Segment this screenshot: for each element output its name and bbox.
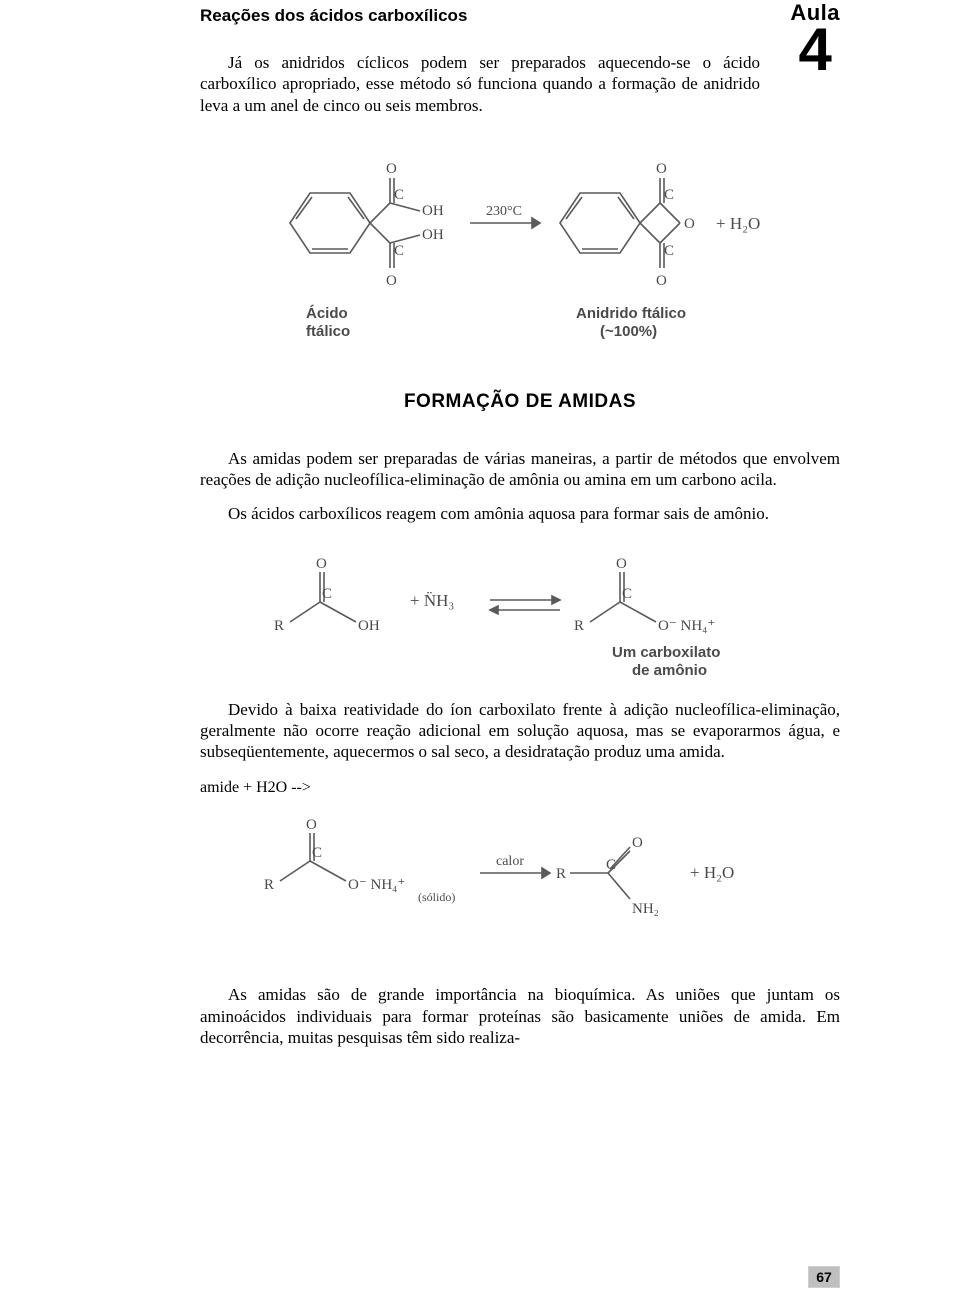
atom-label: C — [322, 586, 332, 602]
arrow-label: calor — [496, 854, 524, 869]
atom-label: O — [616, 556, 627, 572]
molecule-name: ftálico — [306, 323, 350, 340]
atom-label: O — [386, 273, 397, 289]
molecule-name: de amônio — [632, 662, 707, 679]
atom-label: C — [606, 857, 616, 873]
paragraph: Os ácidos carboxílicos reagem com amônia… — [200, 503, 840, 524]
aula-block: Aula 4 — [790, 2, 840, 80]
state-label: (sólido) — [418, 890, 455, 904]
atom-label: C — [664, 187, 674, 203]
atom-label: OH — [422, 227, 444, 243]
reagent-label: + N̈H₃ — [410, 591, 454, 610]
molecule-name: Ácido — [306, 305, 348, 322]
atom-label: OH — [358, 618, 380, 634]
byproduct-label: + H₂O — [690, 863, 734, 882]
paragraph: As amidas são de grande importância na b… — [200, 984, 840, 1048]
atom-label: O — [316, 556, 327, 572]
paragraph: As amidas podem ser preparadas de várias… — [200, 448, 840, 491]
figure-carboxylate: R O C OH + N̈H₃ R O C O⁻ NH₄⁺ Um carbo — [260, 542, 780, 682]
molecule-name: (~100%) — [600, 323, 657, 340]
atom-label: C — [394, 187, 404, 203]
section-heading: FORMAÇÃO DE AMIDAS — [200, 391, 840, 413]
atom-label: O — [386, 161, 397, 177]
paragraph: Já os anidridos cíclicos podem ser prepa… — [200, 52, 840, 116]
figure-phthalic: O O C C OH OH 230°C O — [260, 133, 780, 353]
aula-number: 4 — [790, 20, 840, 80]
molecule-name: Anidrido ftálico — [576, 305, 686, 322]
byproduct-label: + H₂O — [716, 214, 760, 233]
atom-label: R — [556, 866, 566, 882]
ion-label: O⁻ NH₄⁺ — [658, 618, 715, 634]
figure-amide: R O C O⁻ NH₄⁺ (sólido) calor R C O NH₂ +… — [250, 811, 790, 941]
atom-label: OH — [422, 203, 444, 219]
atom-label: C — [312, 845, 322, 861]
arrow-label: 230°C — [486, 204, 522, 219]
atom-label: O — [684, 216, 695, 232]
atom-label: R — [264, 877, 274, 893]
paragraph: Devido à baixa reatividade do íon carbox… — [200, 699, 840, 763]
running-head: Reações dos ácidos carboxílicos — [200, 0, 840, 26]
page-number: 67 — [808, 1266, 840, 1288]
page: Reações dos ácidos carboxílicos Aula 4 J… — [0, 0, 960, 1300]
atom-label: R — [574, 618, 584, 634]
atom-label: R — [274, 618, 284, 634]
atom-label: O — [632, 835, 643, 851]
atom-label: O — [656, 161, 667, 177]
ion-label: O⁻ NH₄⁺ — [348, 877, 405, 893]
atom-label: C — [394, 243, 404, 259]
atom-label: NH₂ — [632, 901, 659, 917]
atom-label: O — [306, 817, 317, 833]
molecule-name: Um carboxilato — [612, 644, 720, 661]
atom-label: C — [664, 243, 674, 259]
atom-label: C — [622, 586, 632, 602]
atom-label: O — [656, 273, 667, 289]
